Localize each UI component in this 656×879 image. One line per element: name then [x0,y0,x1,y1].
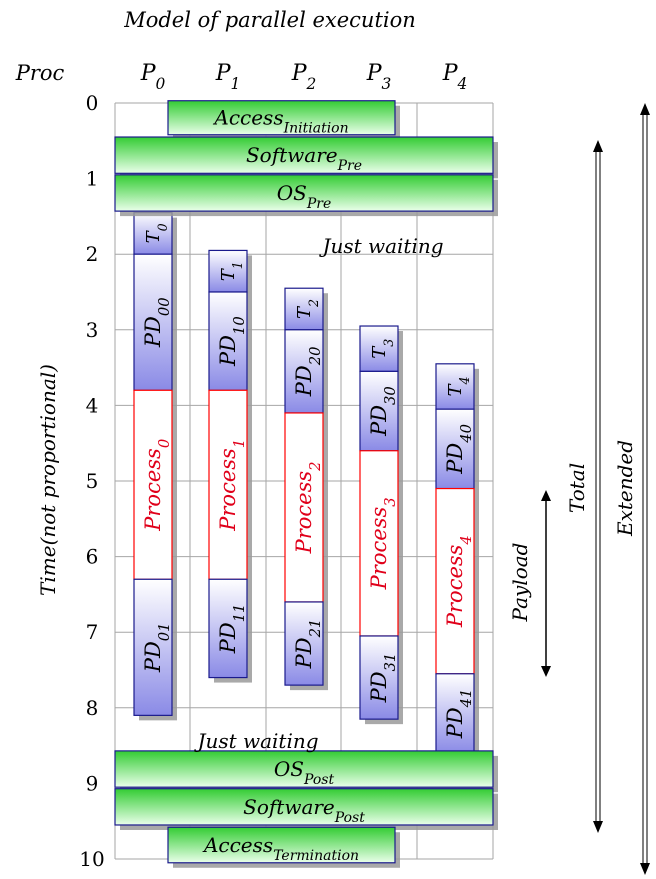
os-pre-label: OSPre [277,181,332,212]
proc-label: Proc [15,61,65,85]
extended-label: Extended [613,440,637,537]
process-label-4: Process4 [443,535,475,628]
processor-header-4: P4 [442,61,468,93]
access-termination-bar: AccessTermination [167,826,400,868]
process-label-1: Process1 [216,439,248,532]
time-tick-5: 5 [86,469,99,493]
processor-headers: P0 P1 P2 P3 P4 [140,61,468,93]
access-termination-label: AccessTermination [202,833,359,864]
total-label: Total [565,463,589,513]
time-axis-ticks: 0 1 2 3 4 5 6 7 8 9 10 [79,91,104,871]
duration-arrows: Payload Total Extended [508,103,650,875]
task-label-1: T1 [218,261,245,281]
task-label-3: T3 [369,339,396,359]
software-pre-label: SoftwarePre [246,143,362,174]
time-tick-7: 7 [86,620,99,644]
just-waiting-top-label: Just waiting [318,234,443,258]
diagram-title: Model of parallel execution [123,8,416,32]
pd-top-label-4: PD40 [443,424,475,475]
software-post-label: SoftwarePost [243,795,365,826]
time-tick-4: 4 [86,393,99,417]
access-initiation-bar: AccessInitiation [167,100,400,140]
payload-label: Payload [508,543,532,623]
extended-arrow [640,103,650,875]
time-tick-2: 2 [86,242,99,266]
processor-column-3: T3 PD30 Process3 PD31 [359,325,403,725]
os-post-label: OSPost [274,757,335,788]
task-label-4: T4 [445,376,472,396]
pd-top-label-2: PD20 [292,347,324,398]
pd-bottom-label-1: PD11 [216,604,248,655]
os-post-bar: OSPost [114,750,498,793]
software-pre-bar: SoftwarePre [114,136,498,179]
just-waiting-bottom-label: Just waiting [193,729,318,753]
processor-header-3: P3 [366,61,392,93]
pd-top-label-1: PD10 [216,316,248,367]
time-tick-3: 3 [86,318,99,342]
process-label-0: Process0 [141,439,173,532]
time-tick-10: 10 [79,847,104,871]
access-initiation-label: AccessInitiation [212,106,348,137]
time-tick-1: 1 [86,167,99,191]
processor-column-0: T0 PD00 Process0 PD01 [133,212,177,721]
payload-arrow [541,490,551,677]
pd-bottom-label-0: PD01 [141,622,173,673]
task-label-2: T2 [294,299,321,319]
time-tick-0: 0 [86,91,99,115]
time-tick-6: 6 [86,545,99,569]
pd-bottom-label-3: PD31 [367,653,399,704]
processor-column-2: T2 PD20 Process2 PD21 [284,287,328,691]
process-label-2: Process2 [292,461,324,554]
processor-header-1: P1 [215,61,241,93]
pd-bottom-label-2: PD21 [292,619,324,670]
processor-column-4: T4 PD40 Process4 PD41 [435,363,479,759]
process-label-3: Process3 [367,497,399,590]
phase-bars: AccessInitiation SoftwarePre OSPre OSPost So… [114,100,498,868]
software-post-bar: SoftwarePost [114,788,498,830]
processor-column-1: T1 PD10 Process1 PD11 [208,249,252,683]
os-pre-bar: OSPre [114,174,498,217]
y-axis-label: Time(not proportional) [36,364,60,596]
pd-top-label-0: PD00 [141,297,173,348]
time-tick-9: 9 [86,771,99,795]
processor-header-2: P2 [291,61,317,93]
pd-top-label-3: PD30 [367,386,399,437]
task-label-0: T0 [143,223,170,243]
processor-columns: T0 PD00 Process0 PD01 T1 PD10 Process1 PD11 T2 PD… [133,212,479,759]
processor-header-0: P0 [140,61,166,93]
time-tick-8: 8 [86,696,99,720]
pd-bottom-label-4: PD41 [443,689,475,740]
total-arrow [593,140,603,833]
